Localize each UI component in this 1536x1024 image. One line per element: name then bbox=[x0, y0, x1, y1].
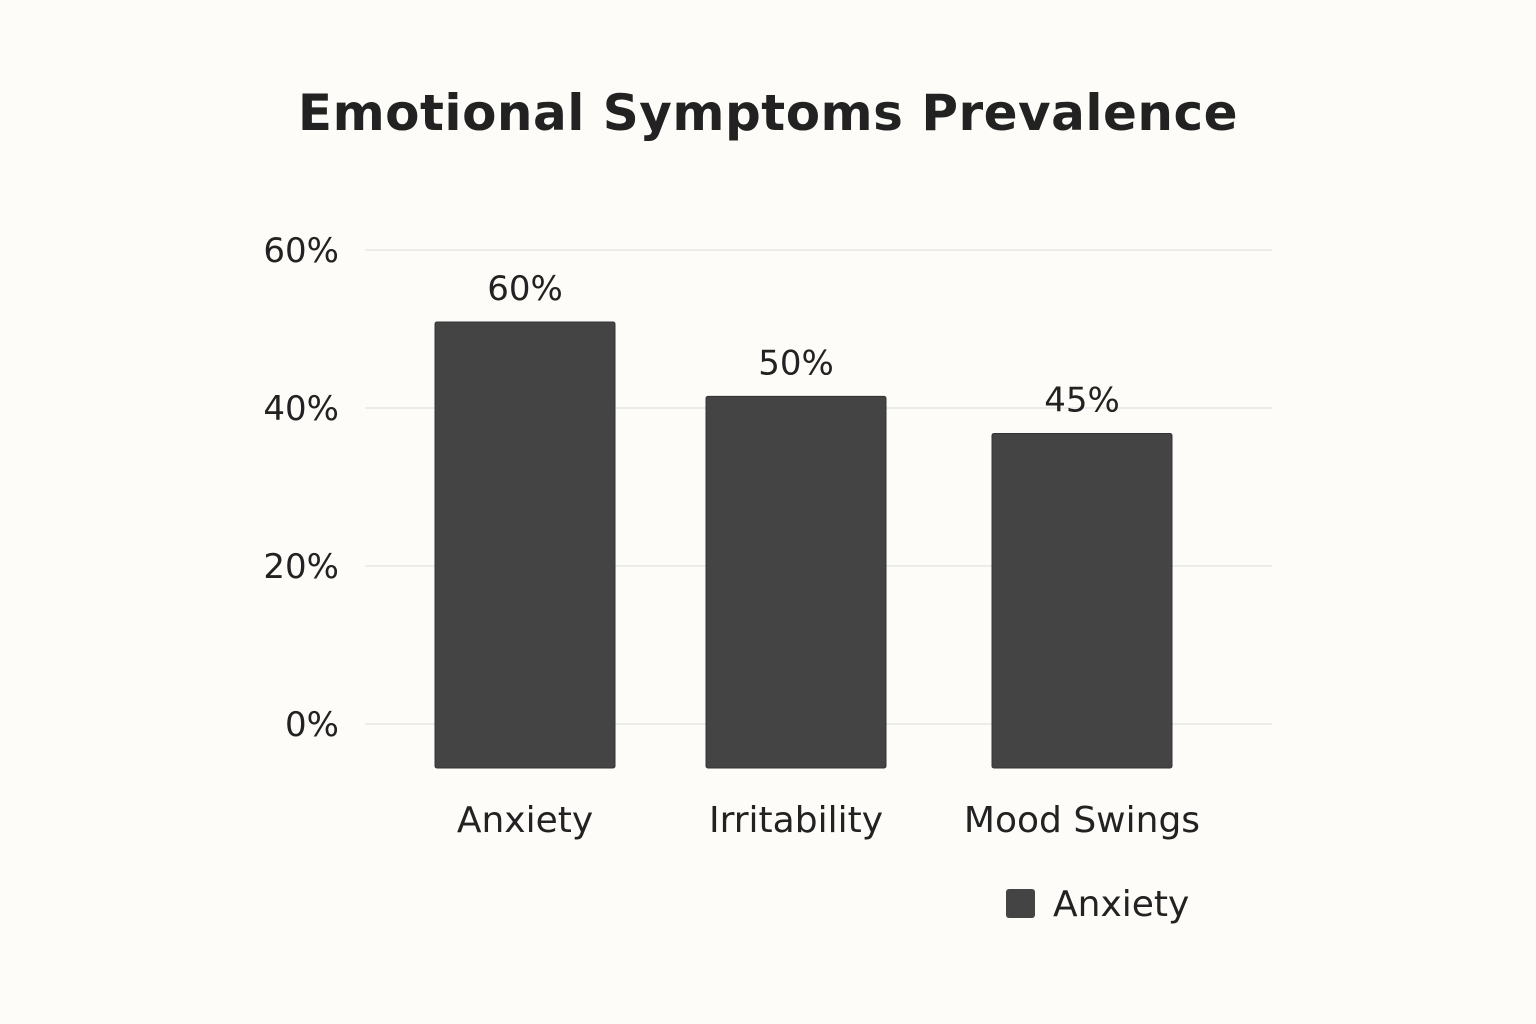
value-labels: 60% 50% 45% bbox=[487, 269, 1120, 421]
bar-value-label: 45% bbox=[1044, 381, 1120, 421]
y-tick-label: 0% bbox=[285, 705, 339, 745]
bars bbox=[434, 321, 1173, 769]
legend-label: Anxiety bbox=[1053, 884, 1189, 925]
y-tick-label: 40% bbox=[263, 389, 339, 429]
category-labels: Anxiety Irritability Mood Swings bbox=[457, 800, 1200, 841]
legend-swatch bbox=[1006, 889, 1035, 918]
chart-title: Emotional Symptoms Prevalence bbox=[297, 84, 1239, 142]
y-tick-label: 20% bbox=[263, 547, 339, 587]
x-category-label: Anxiety bbox=[457, 800, 593, 841]
x-category-label: Irritability bbox=[709, 800, 883, 841]
y-tick-label: 60% bbox=[263, 231, 339, 271]
bar-irritability bbox=[705, 395, 887, 769]
bar-value-label: 50% bbox=[758, 343, 834, 383]
bar-anxiety bbox=[434, 321, 616, 769]
legend: Anxiety bbox=[1006, 884, 1189, 925]
bar-value-label: 60% bbox=[487, 269, 563, 309]
bar-mood-swings bbox=[991, 433, 1173, 769]
x-category-label: Mood Swings bbox=[964, 800, 1200, 841]
y-axis-ticks: 0% 20% 40% 60% bbox=[263, 231, 339, 745]
